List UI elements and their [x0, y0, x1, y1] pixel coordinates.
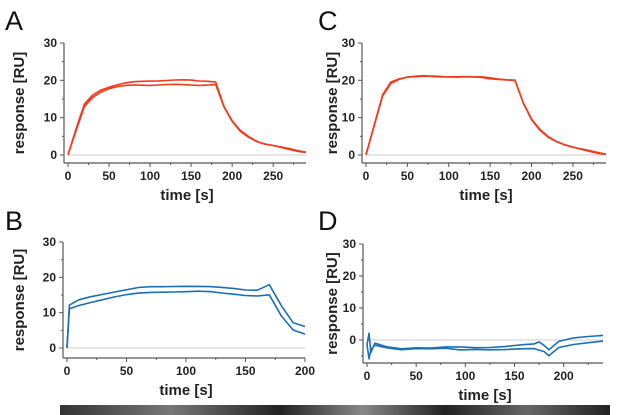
x-tick-label: 50 — [102, 169, 116, 183]
panel-label: C — [318, 6, 338, 36]
x-tick-label: 100 — [455, 369, 475, 383]
panel-label: B — [5, 206, 23, 236]
x-tick-label: 150 — [235, 364, 255, 378]
x-tick-label: 200 — [295, 364, 315, 378]
x-tick-label: 200 — [222, 169, 242, 183]
x-tick-label: 0 — [64, 364, 71, 378]
x-tick-label: 200 — [554, 369, 574, 383]
y-tick-label: 0 — [49, 341, 56, 355]
y-tick-label: 30 — [343, 237, 357, 251]
y-tick-label: 30 — [43, 235, 57, 249]
y-tick-label: 20 — [342, 73, 356, 87]
y-tick-label: 0 — [50, 148, 57, 162]
y-tick-label: 20 — [43, 270, 57, 284]
y-axis-label: response [RU] — [11, 52, 28, 155]
y-tick-label: 20 — [343, 269, 357, 283]
y-tick-label: 10 — [342, 111, 356, 125]
x-axis-label: time [s] — [459, 187, 512, 204]
x-tick-label: 200 — [522, 169, 542, 183]
panel-a: A 0 10 20 30 0 50 100 150 200 250 time [s] response … — [5, 6, 307, 204]
series-line-2 — [66, 290, 306, 348]
photo-strip — [60, 405, 610, 415]
series-line-2 — [366, 340, 604, 360]
x-axis-label: time [s] — [458, 387, 511, 404]
x-tick-label: 100 — [439, 169, 459, 183]
y-tick-label: 30 — [44, 36, 58, 50]
x-tick-label: 150 — [181, 169, 201, 183]
series-line-1 — [365, 75, 607, 156]
x-tick-label: 150 — [480, 169, 500, 183]
y-axis-label: response [RU] — [11, 249, 28, 352]
panel-d: D 0 10 20 30 0 50 100 150 200 time [s] response [RU… — [318, 206, 604, 404]
series-line-1 — [366, 332, 604, 354]
x-axis-label: time [s] — [159, 382, 212, 399]
y-tick-label: 10 — [44, 111, 58, 125]
series-line-2 — [67, 83, 307, 155]
panel-c: C 0 10 20 30 0 50 100 150 200 250 time [s] response … — [318, 6, 607, 204]
x-tick-label: 50 — [401, 169, 415, 183]
x-tick-label: 250 — [263, 169, 283, 183]
x-tick-label: 0 — [364, 369, 371, 383]
series-line-1 — [66, 283, 306, 349]
y-tick-label: 20 — [44, 73, 58, 87]
x-tick-label: 50 — [120, 364, 134, 378]
x-tick-label: 0 — [65, 169, 72, 183]
y-tick-label: 10 — [43, 306, 57, 320]
x-tick-label: 250 — [563, 169, 583, 183]
x-axis-label: time [s] — [160, 187, 213, 204]
x-tick-label: 150 — [504, 369, 524, 383]
y-tick-label: 10 — [343, 301, 357, 315]
y-tick-label: 0 — [349, 333, 356, 347]
panel-label: A — [5, 6, 23, 36]
y-axis-label: response [RU] — [324, 52, 341, 155]
y-axis-label: response [RU] — [324, 252, 341, 355]
series-line-2 — [365, 74, 607, 156]
panel-b: B 0 10 20 30 0 50 100 150 200 time [s] response [RU… — [5, 206, 315, 399]
x-tick-label: 50 — [409, 369, 423, 383]
y-tick-label: 0 — [348, 148, 355, 162]
x-tick-label: 0 — [363, 169, 370, 183]
x-tick-label: 100 — [176, 364, 196, 378]
y-tick-label: 30 — [342, 36, 356, 50]
panel-label: D — [318, 206, 338, 236]
x-tick-label: 100 — [140, 169, 160, 183]
